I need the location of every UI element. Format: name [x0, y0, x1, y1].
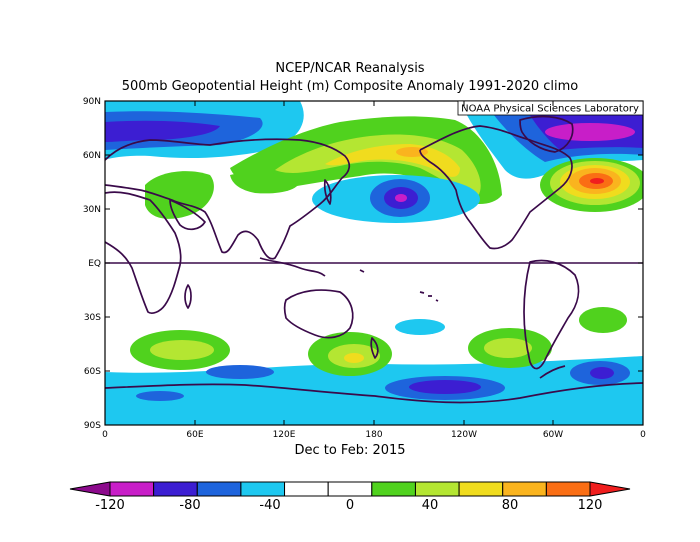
- colorbar-swatch: [327, 481, 373, 497]
- colorbar-swatch: [502, 481, 547, 497]
- coastline-north-america: [419, 125, 573, 250]
- map-subtitle: 500mb Geopotential Height (m) Composite …: [121, 79, 579, 94]
- anomaly-north-green-eurasia: [230, 172, 300, 194]
- colorbar-label: 40: [422, 498, 439, 513]
- coastline-madagascar: [184, 284, 192, 309]
- coastline-africa: [105, 191, 182, 315]
- anomaly-north-red-atlantic: [590, 178, 604, 184]
- coastline-eurasia: [105, 138, 351, 260]
- lat-tick-marks: [105, 100, 643, 426]
- colorbar-swatch: [414, 481, 460, 497]
- lat-label: 60S: [84, 367, 101, 377]
- coastline-antarctic-peninsula: [539, 365, 566, 379]
- lat-label: EQ: [88, 259, 101, 269]
- anomaly-south-green-4: [579, 307, 627, 333]
- lat-label: 90N: [83, 97, 101, 107]
- credit-label: NOAA Physical Sciences Laboratory: [461, 104, 639, 115]
- anomaly-north-purple-east: [545, 123, 635, 141]
- anomaly-south-blue-3: [206, 365, 274, 379]
- lon-label: 120E: [273, 430, 296, 440]
- anomaly-north-green-asia: [145, 171, 214, 219]
- lat-labels: 90N 60N 30N EQ 30S 60S 90S: [83, 97, 101, 431]
- lon-label: 120W: [451, 430, 477, 440]
- coastline-arabia: [169, 199, 206, 231]
- anomaly-south-indigo-1: [409, 380, 481, 394]
- coastline-greenland: [519, 115, 574, 153]
- lon-label: 60W: [543, 430, 563, 440]
- colorbar-swatch: [153, 481, 198, 497]
- lat-label: 60N: [83, 151, 101, 161]
- colorbar-arrow-left: [69, 481, 111, 497]
- anomaly-south-yellow-2: [344, 353, 364, 363]
- colorbar: [69, 481, 631, 497]
- lat-label: 30S: [84, 313, 101, 323]
- coastline-pacific-islands: [359, 269, 439, 302]
- colorbar-label: -40: [259, 498, 280, 513]
- colorbar-label: 120: [578, 498, 603, 513]
- colorbar-swatch: [458, 481, 504, 497]
- coastline-new-zealand: [370, 337, 379, 359]
- colorbar-swatch: [196, 481, 242, 497]
- colorbar-swatch: [371, 481, 416, 497]
- anomaly-south-lightblue-5: [395, 319, 445, 335]
- map-title: NCEP/NCAR Reanalysis: [275, 61, 425, 76]
- lat-label: 30N: [83, 205, 101, 215]
- colorbar-swatch: [240, 481, 286, 497]
- coastline-japan: [323, 179, 332, 205]
- anomaly-south-lime-1: [150, 340, 214, 360]
- colorbar-swatch: [545, 481, 591, 497]
- colorbar-label: -80: [179, 498, 200, 513]
- colorbar-label: 80: [502, 498, 519, 513]
- coastline-australia: [283, 289, 354, 339]
- anomaly-north-purple-pacific: [395, 194, 407, 202]
- anomaly-field: [105, 101, 643, 425]
- lon-label: 180: [365, 430, 382, 440]
- colorbar-label: -120: [95, 498, 125, 513]
- anomaly-south-indigo-2: [590, 367, 614, 379]
- colorbar-arrow-right: [589, 481, 631, 497]
- time-period-label: Dec to Feb: 2015: [294, 443, 406, 458]
- colorbar-labels: -120 -80 -40 0 40 80 120: [95, 498, 602, 513]
- colorbar-swatch: [109, 481, 155, 497]
- coastlines: [105, 115, 643, 404]
- credit-box: [457, 100, 644, 116]
- coastline-antarctica: [105, 382, 643, 404]
- lon-labels: 0 60E 120E 180 120W 60W 0: [102, 430, 646, 440]
- lon-label: 0: [102, 430, 108, 440]
- anomaly-south-blue-4: [136, 391, 184, 401]
- coastline-south-america: [523, 259, 580, 370]
- lon-label: 60E: [186, 430, 203, 440]
- colorbar-label: 0: [346, 498, 354, 513]
- lat-label: 90S: [84, 421, 101, 431]
- colorbar-swatch: [284, 481, 329, 497]
- anomaly-north-indigo-west: [105, 120, 220, 142]
- lon-label: 0: [640, 430, 646, 440]
- anomaly-south-lime-3: [484, 338, 532, 358]
- coastline-se-asia: [259, 257, 326, 277]
- lon-tick-marks: [104, 101, 644, 425]
